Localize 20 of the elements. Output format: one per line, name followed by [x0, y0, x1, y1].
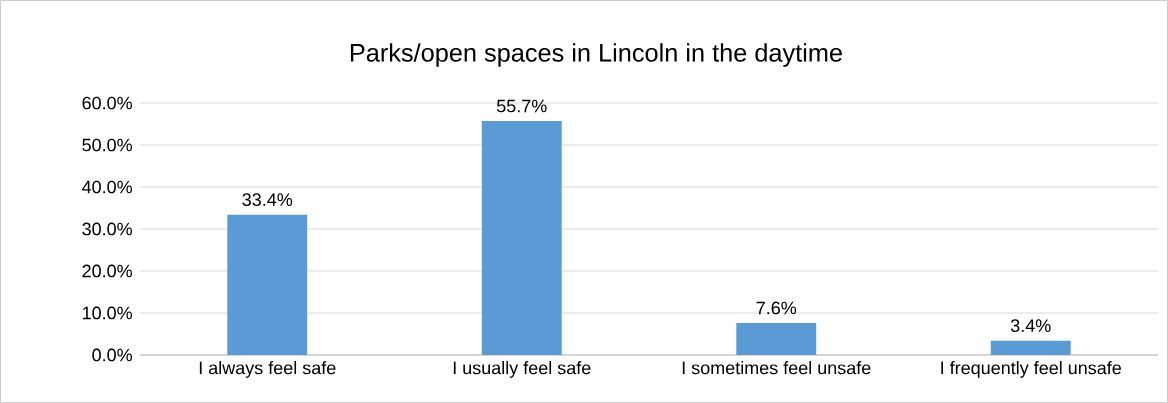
x-tick-label: I frequently feel unsafe	[941, 361, 1121, 378]
y-tick-label: 50.0%	[82, 138, 132, 152]
y-tick-label: 40.0%	[82, 180, 132, 194]
data-label: 7.6%	[756, 301, 797, 315]
x-tick-label: I always feel safe	[199, 361, 336, 378]
bar	[481, 121, 562, 355]
x-tick-label: I usually feel safe	[453, 361, 591, 378]
y-tick-label: 20.0%	[82, 264, 132, 278]
y-tick-label: 10.0%	[82, 306, 132, 320]
bar	[227, 214, 308, 355]
bar	[990, 340, 1071, 355]
y-tick-label: 30.0%	[82, 222, 132, 236]
data-label: 55.7%	[496, 99, 547, 113]
y-tick-label: 0.0%	[92, 348, 132, 362]
bar	[736, 323, 817, 355]
data-label: 3.4%	[1010, 319, 1051, 332]
data-label: 33.4%	[242, 193, 293, 206]
y-tick-label: 60.0%	[82, 96, 132, 110]
chart-title: Parks/open spaces in Lincoln in the daytime	[350, 43, 842, 67]
x-tick-label: I sometimes feel unsafe	[682, 361, 871, 375]
